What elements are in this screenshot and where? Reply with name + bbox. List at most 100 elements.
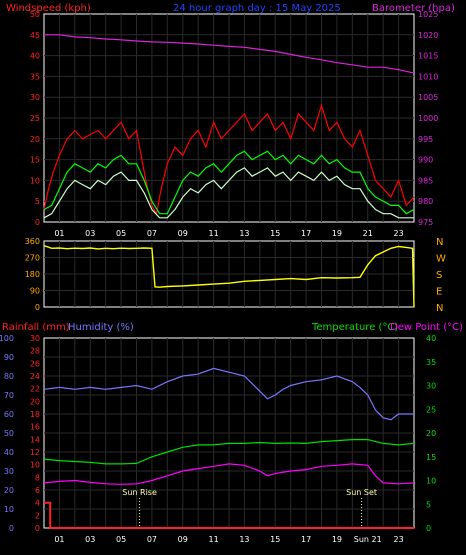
barometer-axis-label: Barometer (hpa)	[372, 3, 455, 14]
barometer-tick-label: 1010	[418, 72, 438, 81]
series-humidity	[43, 367, 414, 421]
hour-tick-label: 19	[332, 229, 342, 238]
windspeed-tick-label: 40	[30, 52, 40, 61]
data-series	[43, 34, 415, 529]
compass-label: N	[436, 303, 443, 314]
rainfall-tick-label: 0	[35, 524, 40, 533]
temperature-tick-label: 25	[426, 405, 436, 414]
dewpoint-axis-label: Dew Point (°C)	[390, 322, 463, 333]
temperature-axis-label: Temperature (°C)	[311, 322, 398, 333]
hour-tick-label: 03	[85, 229, 95, 238]
temperature-tick-label: 40	[426, 334, 436, 343]
humidity-tick-label: 40	[4, 448, 14, 457]
hour-tick-label: 11	[208, 535, 218, 544]
humidity-tick-label: 100	[0, 334, 14, 343]
windspeed-axis-label: Windspeed (kph)	[6, 3, 91, 14]
rainfall-tick-label: 18	[30, 410, 40, 419]
rainfall-tick-label: 30	[30, 334, 40, 343]
direction-tick-label: 0	[35, 303, 40, 312]
hour-tick-label: 03	[85, 535, 95, 544]
barometer-tick-label: 995	[418, 135, 433, 144]
rainfall-tick-label: 6	[35, 486, 40, 495]
rainfall-tick-label: 4	[35, 499, 40, 508]
windspeed-tick-label: 5	[35, 197, 40, 206]
series-wind-average-mid-	[43, 150, 415, 215]
temperature-tick-label: 0	[426, 524, 431, 533]
windspeed-tick-label: 10	[30, 176, 40, 185]
barometer-tick-label: 1005	[418, 93, 438, 102]
humidity-tick-label: 30	[4, 467, 14, 476]
hour-tick-label: 11	[208, 229, 218, 238]
series-barometer-hpa-	[44, 34, 415, 74]
temperature-tick-label: 15	[426, 453, 436, 462]
windspeed-tick-label: 25	[30, 114, 40, 123]
humidity-tick-label: 70	[4, 391, 14, 400]
direction-tick-label: 90	[30, 287, 40, 296]
series-rainfall	[44, 501, 414, 529]
rainfall-axis-label: Rainfall (mm)	[2, 322, 70, 333]
barometer-tick-label: 1025	[418, 10, 438, 19]
humidity-tick-label: 80	[4, 372, 14, 381]
hour-tick-label: 17	[301, 535, 311, 544]
hour-tick-label: 21	[363, 229, 373, 238]
rainfall-tick-label: 24	[30, 372, 40, 381]
barometer-tick-label: 985	[418, 176, 433, 185]
humidity-tick-label: 10	[4, 505, 14, 514]
hour-tick-label: 01	[54, 229, 64, 238]
hour-tick-label: 07	[147, 229, 157, 238]
series-wind-direction	[43, 244, 415, 308]
compass-label: S	[436, 270, 442, 281]
windspeed-tick-label: 15	[30, 156, 40, 165]
hour-tick-label: 17	[301, 229, 311, 238]
temperature-tick-label: 35	[426, 358, 436, 367]
rainfall-tick-label: 20	[30, 397, 40, 406]
hour-tick-label: 09	[178, 535, 188, 544]
rainfall-tick-label: 22	[30, 385, 40, 394]
windspeed-tick-label: 50	[30, 10, 40, 19]
series-wind-gust	[43, 103, 415, 216]
rainfall-tick-label: 12	[30, 448, 40, 457]
annotations: Sun Rise Sun Set	[122, 488, 377, 528]
humidity-axis-label: Humidity (%)	[68, 322, 134, 333]
barometer-tick-label: 990	[418, 156, 433, 165]
humidity-tick-label: 60	[4, 410, 14, 419]
barometer-tick-label: 1000	[418, 114, 438, 123]
sun-marker-label: Sun Rise	[122, 488, 157, 497]
compass-label: N	[436, 237, 443, 248]
hour-tick-label: 05	[116, 535, 126, 544]
hour-tick-label: 09	[178, 229, 188, 238]
barometer-tick-label: 1015	[418, 52, 438, 61]
rainfall-tick-label: 26	[30, 359, 40, 368]
windspeed-tick-label: 0	[35, 218, 40, 227]
temperature-tick-label: 10	[426, 477, 436, 486]
hour-tick-label: 01	[54, 535, 64, 544]
hour-tick-label: 23	[393, 229, 403, 238]
compass-label: E	[436, 287, 442, 298]
sun-marker-label: Sun Set	[346, 488, 377, 497]
compass-label: W	[436, 254, 446, 265]
hour-tick-label: 13	[239, 229, 249, 238]
hour-tick-label: 15	[270, 535, 280, 544]
series-temperature-c-	[43, 439, 415, 465]
rainfall-tick-label: 8	[35, 473, 40, 482]
temperature-tick-label: 5	[426, 500, 431, 509]
windspeed-tick-label: 45	[30, 31, 40, 40]
barometer-tick-label: 975	[418, 218, 433, 227]
series-dew-point-c-	[43, 463, 415, 485]
windspeed-tick-label: 35	[30, 72, 40, 81]
hour-tick-label: 19	[332, 535, 342, 544]
humidity-tick-label: 0	[9, 524, 14, 533]
hour-tick-label: 05	[116, 229, 126, 238]
rainfall-tick-label: 14	[30, 435, 40, 444]
rainfall-tick-label: 10	[30, 461, 40, 470]
direction-tick-label: 360	[25, 237, 40, 246]
rainfall-tick-label: 28	[30, 347, 40, 356]
direction-tick-label: 180	[25, 270, 40, 279]
barometer-tick-label: 1020	[418, 31, 438, 40]
humidity-tick-label: 20	[4, 486, 14, 495]
direction-tick-label: 270	[25, 254, 40, 263]
series-wind-average-light-	[43, 167, 414, 219]
windspeed-tick-label: 30	[30, 93, 40, 102]
